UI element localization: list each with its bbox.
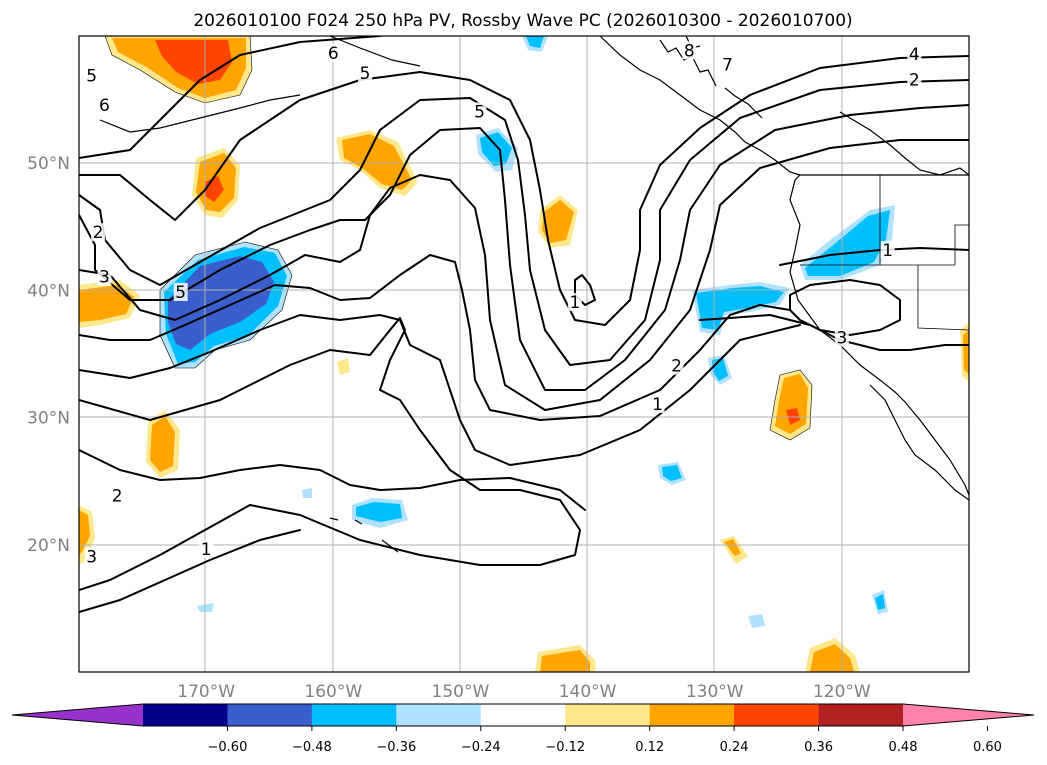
colorbar-tick-label: 0.36 (804, 740, 833, 755)
contour-label: 5 (474, 102, 485, 122)
contour-label-bg (326, 43, 341, 62)
colorbar-tick-label: 0.12 (635, 740, 664, 755)
contour-label-bg (669, 356, 684, 375)
contour-label: 3 (86, 548, 97, 568)
colorbar-segment (396, 704, 482, 726)
colorbar-tick-label: −0.36 (376, 740, 416, 755)
contour-label: 1 (201, 540, 212, 560)
colorbar-tick-label: 0.24 (720, 740, 749, 755)
colorbar-tick-label: −0.12 (545, 740, 585, 755)
contour-label-bg (567, 293, 582, 312)
colorbar-segment (565, 704, 651, 726)
colorbar-tick-label: −0.24 (461, 740, 501, 755)
colorbar-tick-label: −0.48 (292, 740, 332, 755)
x-tick-label: 150°W (432, 682, 490, 702)
contour-label: 3 (99, 268, 110, 288)
contour-label: 2 (93, 223, 104, 243)
colorbar-segment (818, 704, 904, 726)
graticule (79, 36, 969, 672)
anomaly-pnw-negative (800, 205, 895, 280)
map-background (79, 36, 969, 672)
contour-label: 2 (909, 71, 920, 91)
anomaly-positive-48n (192, 148, 240, 218)
contour-label: 2 (112, 486, 123, 506)
contour-label-bg (97, 267, 112, 286)
contour-label-bg (91, 223, 106, 242)
colorbar-segment (734, 704, 820, 726)
colorbar-segment (227, 704, 313, 726)
contour-label: 1 (652, 395, 663, 415)
contour-label: 8 (684, 41, 695, 61)
contour-label-bg (472, 102, 487, 121)
x-tick-label: 130°W (686, 682, 744, 702)
y-tick-label: 50°N (27, 154, 70, 174)
contour-label-bg (199, 539, 214, 558)
contour-label-bg (650, 394, 665, 413)
contour-label: 3 (836, 329, 847, 349)
contour-label-bg (84, 547, 99, 566)
colorbar-tick-label: −0.60 (208, 740, 248, 755)
contour-label-bg (97, 95, 112, 114)
colorbar (11, 703, 1035, 727)
y-tick-label: 20°N (27, 536, 70, 556)
x-tick-label: 170°W (177, 682, 235, 702)
contour-label: 1 (569, 293, 580, 313)
contour-label-bg (110, 486, 125, 505)
x-tick-label: 120°W (813, 682, 871, 702)
contour-label: 1 (882, 241, 893, 261)
colorbar-segment (143, 704, 228, 726)
contour-label: 2 (671, 357, 682, 377)
colorbar-segment (649, 704, 735, 726)
anomaly-negative-40n (160, 242, 292, 368)
map-frame (78, 35, 970, 673)
x-axis-ticks: 170°W 160°W 150°W 140°W 130°W 120°W (177, 682, 871, 702)
contour-label: 5 (175, 283, 186, 303)
chart-title: 2026010100 F024 250 hPa PV, Rossby Wave … (193, 11, 852, 31)
colorbar-segment (480, 704, 566, 726)
contour-label-bg (907, 70, 922, 89)
colorbar-outline (11, 703, 1035, 727)
colorbar-segment (311, 704, 397, 726)
contour-label-bg (834, 328, 849, 347)
colorbar-extend-max (903, 704, 1034, 726)
pv-contours (79, 36, 969, 613)
contour-label: 4 (909, 45, 920, 65)
y-axis-ticks: 50°N 40°N 30°N 20°N (27, 154, 70, 556)
colorbar-tick-label: 0.60 (973, 740, 1002, 755)
y-tick-label: 40°N (27, 281, 70, 301)
colorbar-ticks: −0.60 −0.48 −0.36 −0.24 −0.12 0.12 0.24 0.36 0.4… (208, 726, 1002, 755)
x-tick-label: 160°W (304, 682, 362, 702)
contour-label-bg (173, 282, 188, 301)
contour-label: 5 (360, 64, 371, 84)
colorbar-tick-label: 0.48 (889, 740, 918, 755)
colorbar-extend-min (12, 704, 143, 726)
contour-label: 7 (722, 55, 733, 75)
contour-label: 6 (328, 44, 339, 64)
shaded-anomalies (79, 36, 969, 672)
contour-label-bg (358, 64, 373, 83)
y-tick-label: 30°N (27, 409, 70, 429)
contour-label-bg (682, 41, 697, 60)
contour-label-bg (880, 240, 895, 259)
contour-label-bg (720, 55, 735, 74)
contour-label-bg (84, 66, 99, 85)
contour-label: 6 (99, 96, 110, 116)
x-tick-label: 140°W (559, 682, 617, 702)
contour-label-bg (907, 45, 922, 64)
contour-label: 5 (86, 67, 97, 87)
